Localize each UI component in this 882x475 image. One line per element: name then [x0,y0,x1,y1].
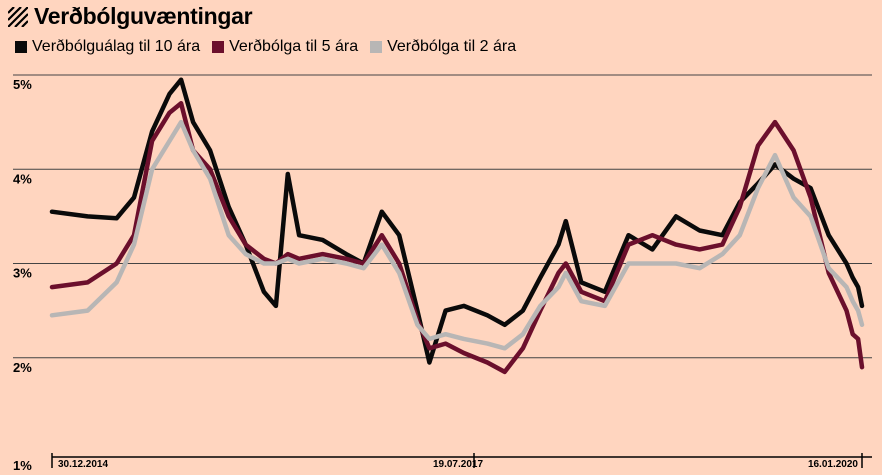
series-5yr-line [49,101,865,375]
y-tick-label: 3% [13,266,32,281]
legend-label-10yr: Verðbólguálag til 10 ára [32,38,201,55]
y-tick-label: 4% [13,171,32,186]
legend-swatch-2yr [370,41,383,53]
page-title: Verðbólguvæntingar [34,3,253,29]
legend-swatch-5yr [212,41,225,53]
series-10yr-line [49,77,865,365]
y-tick-label: 5% [13,77,32,92]
legend-item-5yr: Verðbólga til 5 ára [212,38,358,56]
chart-title-block: Verðbólguvæntingar [8,3,253,30]
x-tick-label: 16.01.2020 [808,459,858,470]
series-2yr-line [49,119,865,351]
y-tick-label: 1% [13,458,32,473]
legend-label-5yr: Verðbólga til 5 ára [229,38,359,55]
y-tick-label: 2% [13,360,32,375]
legend-label-2yr: Verðbólga til 2 ára [387,38,517,55]
x-tick-label: 30.12.2014 [58,459,108,470]
x-tick-label: 19.07.2017 [433,459,483,470]
hatch-icon [8,6,28,27]
legend-item-2yr: Verðbólga til 2 ára [370,38,516,56]
legend-swatch-10yr [15,41,27,53]
legend-item-10yr: Verðbólguálag til 10 ára [15,38,200,56]
chart-legend: Verðbólguálag til 10 ára Verðbólga til 5… [15,38,528,56]
